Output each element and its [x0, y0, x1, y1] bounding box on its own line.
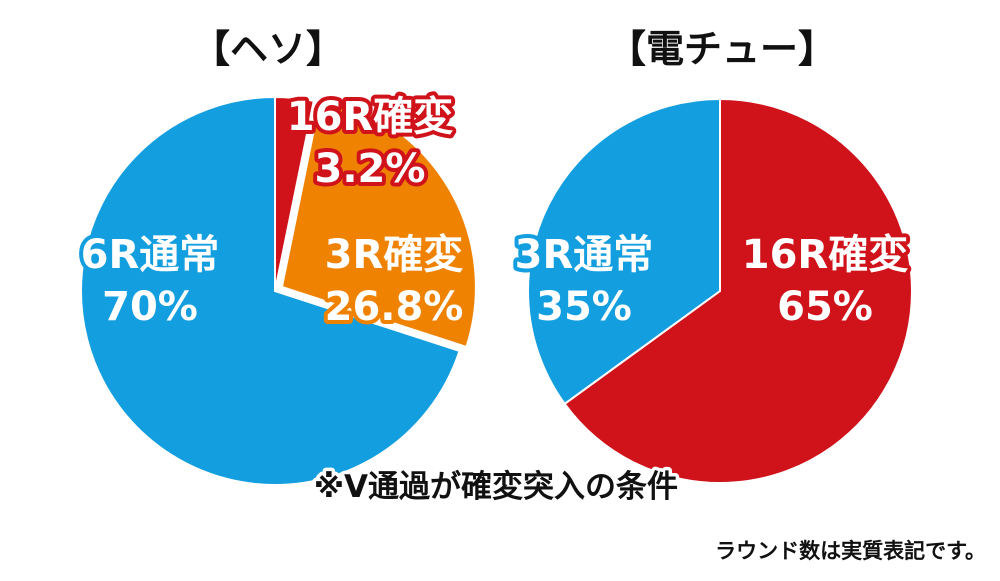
pie-1-slice-0-label: 16R確変	[742, 232, 908, 278]
pie-1-slice-1-value: 35%	[536, 284, 632, 330]
footnote-text: ラウンド数は実質表記です。	[715, 539, 986, 563]
pie-0-slice-1	[280, 95, 477, 349]
pie-0-slice-0-label: 16R確変	[287, 94, 453, 140]
pie-0-slice-2-label: 6R通常	[81, 232, 220, 278]
note-text: ※V通過が確変突入の条件	[314, 469, 678, 505]
pie-0-slice-2	[80, 95, 461, 486]
pie-1-slice-1-label: 3R通常	[515, 232, 654, 278]
pie-1-slice-1	[527, 97, 721, 406]
pie-1-slice-0	[563, 97, 913, 484]
pie-0-slice-1-value: 26.8%	[325, 284, 464, 330]
pie-0-slice-1-label: 3R確変	[325, 232, 464, 278]
pies-layer	[80, 95, 913, 486]
pie-1-slice-0-value: 65%	[777, 284, 873, 330]
pie-0-slice-2-value: 70%	[102, 284, 198, 330]
labels-layer: 16R確変 3.2% 3R確変 26.8% 6R通常 70% 16R確変 65% 3R通常 35%	[77, 90, 913, 334]
pie-0-slice-0-value: 3.2%	[315, 146, 426, 192]
chart-title-denchu: 【電チュー】	[608, 27, 836, 71]
chart-title-heso: 【ヘソ】	[192, 27, 344, 71]
